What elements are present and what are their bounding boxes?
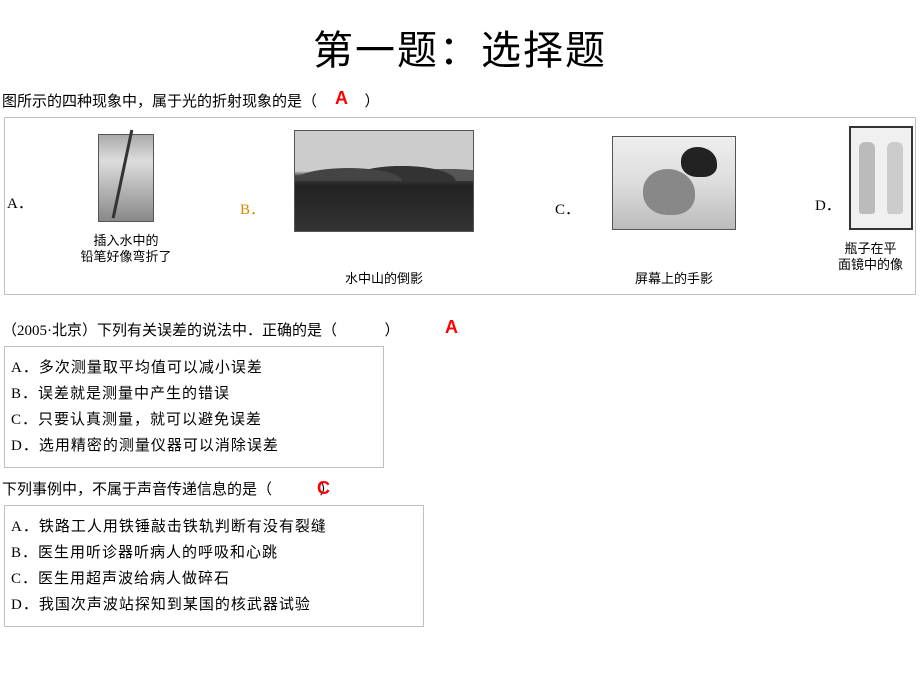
- q1-option-d: D． 瓶子在平 面镜中的像: [815, 126, 920, 273]
- q1-opt-c-label: C．: [555, 198, 580, 219]
- q2-prompt: （2005·北京）下列有关误差的说法中．正确的是（ ） A: [0, 295, 920, 340]
- q3-choices: A．铁路工人用铁锤敲击铁轨判断有没有裂缝 B．医生用听诊器听病人的呼吸和心跳 C…: [4, 505, 424, 627]
- q1-opt-d-label: D．: [815, 194, 841, 215]
- q1-opt-d-caption: 瓶子在平 面镜中的像: [821, 241, 920, 273]
- q3-choice-d: D．我国次声波站探知到某国的核武器试验: [11, 592, 417, 618]
- q3-prompt: 下列事例中，不属于声音传递信息的是（ ） C: [0, 468, 920, 499]
- q2-choice-a: A．多次测量取平均值可以减小误差: [11, 355, 377, 381]
- q1-option-a: A． 插入水中的 铅笔好像弯折了: [5, 130, 205, 265]
- q1-option-c: C． 屏幕上的手影: [555, 136, 765, 287]
- q2-choice-c: C．只要认真测量，就可以避免误差: [11, 407, 377, 433]
- q3-prompt-pre: 下列事例中，不属于声音传递信息的是（: [2, 482, 272, 498]
- q1-opt-c-caption: 屏幕上的手影: [583, 271, 765, 287]
- q2-prompt-post: ）: [385, 323, 400, 339]
- q1-option-b: B． 水中山的倒影: [240, 130, 500, 287]
- q1-prompt-pre: 图所示的四种现象中，属于光的折射现象的是（: [2, 94, 317, 110]
- q1-prompt: 图所示的四种现象中，属于光的折射现象的是（ ） A: [0, 86, 920, 111]
- q2-choice-d: D．选用精密的测量仪器可以消除误差: [11, 433, 377, 459]
- q3-choice-b: B．医生用听诊器听病人的呼吸和心跳: [11, 540, 417, 566]
- q1-options: A． 插入水中的 铅笔好像弯折了 B． 水中山的倒影 C． 屏幕上的手影 D． …: [4, 117, 916, 295]
- q1-opt-b-caption: 水中山的倒影: [268, 271, 500, 287]
- q3-choice-a: A．铁路工人用铁锤敲击铁轨判断有没有裂缝: [11, 514, 417, 540]
- q1-opt-a-caption: 插入水中的 铅笔好像弯折了: [47, 233, 205, 265]
- mountain-reflection-image: [294, 130, 474, 232]
- mirror-bottle-image: [849, 126, 913, 230]
- page-title: 第一题：选择题: [0, 0, 920, 86]
- q1-opt-a-label: A．: [7, 192, 33, 213]
- q3-choice-c: C．医生用超声波给病人做碎石: [11, 566, 417, 592]
- q2-prompt-pre: （2005·北京）下列有关误差的说法中．正确的是（: [2, 323, 337, 339]
- hand-shadow-image: [612, 136, 736, 230]
- q2-answer: A: [445, 317, 458, 338]
- q3-answer: C: [317, 478, 330, 499]
- q2-choices: A．多次测量取平均值可以减小误差 B．误差就是测量中产生的错误 C．只要认真测量…: [4, 346, 384, 468]
- q1-prompt-post: ）: [365, 94, 380, 110]
- q1-opt-b-label: B．: [240, 198, 265, 219]
- q1-answer: A: [335, 88, 348, 109]
- glass-pencil-image: [98, 134, 154, 222]
- q2-choice-b: B．误差就是测量中产生的错误: [11, 381, 377, 407]
